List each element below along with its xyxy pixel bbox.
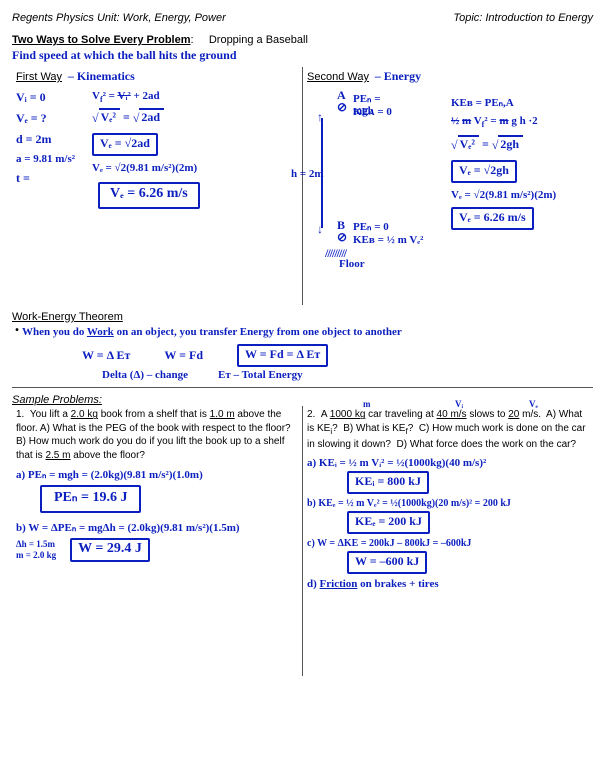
second-way-column: Second Way – Energy A ⊘ PEₙ = mgh KEᴀ = … <box>302 67 593 305</box>
wet-note1: Delta (Δ) – change <box>102 369 188 381</box>
kin-eqC: Vₑ = √2ad <box>92 133 200 156</box>
en-eqE: Vₑ = √2(9.81 m/s²)(2m) <box>451 189 556 201</box>
q2b: b) KEₑ = ½ m Vₑ² = ½(1000kg)(20 m/s)² = … <box>307 498 589 509</box>
wet-note2: Eᴛ – Total Energy <box>218 369 303 381</box>
sample-q2: m Vᵢ Vₑ 2. A 1000 kg car traveling at 40… <box>307 408 589 451</box>
header-left: Regents Physics Unit: Work, Energy, Powe… <box>12 12 226 24</box>
q2d: d) Friction on brakes + tires <box>307 578 589 590</box>
q1b-ans: W = 29.4 J <box>70 538 150 562</box>
q1b-note2: m = 2.0 kg <box>16 550 56 562</box>
kin-ans: Vₑ = 6.26 m/s <box>98 182 200 209</box>
q1b: b) W = ΔPEₙ = mgΔh = (2.0kg)(9.81 m/s²)(… <box>16 521 298 534</box>
en-eqB: ½ m Vf² = m g h ·2 <box>451 115 556 129</box>
wet-eq2: W = Fd <box>164 348 203 363</box>
task-handwritten: Find speed at which the ball hits the gr… <box>12 48 593 63</box>
header-right: Topic: Introduction to Energy <box>453 12 593 24</box>
q1a: a) PEₙ = mgh = (2.0kg)(9.81 m/s²)(1.0m) <box>16 468 298 481</box>
en-eqC: √Vₑ² = √2gh <box>451 135 556 154</box>
kin-eqA: Vf² = Vᵢ² + 2ad <box>92 90 200 104</box>
second-way-label: Second Way <box>307 71 369 83</box>
q2c: c) W = ΔKE = 200kJ – 800kJ = –600kJ <box>307 538 589 549</box>
q2c-ans: W = –600 kJ <box>347 551 589 574</box>
sample-heading: Sample Problems: <box>12 394 593 406</box>
sample-q1-col: 1. You lift a 2.0 kg book from a shelf t… <box>12 406 302 676</box>
first-way-column: First Way – Kinematics Vᵢ = 0 Vₑ = ? d =… <box>12 67 302 305</box>
en-eqA: KEʙ = PEₙ,A <box>451 96 556 109</box>
kin-a: a = 9.81 m/s² <box>16 153 86 165</box>
energy-diagram: A ⊘ PEₙ = mgh KEᴀ = 0 ↑ ↓ h = 2m B ⊘ PEₙ… <box>307 88 395 268</box>
title-row: Two Ways to Solve Every Problem: Droppin… <box>12 34 593 46</box>
kin-vi: Vᵢ = 0 <box>16 90 86 105</box>
title-subtitle: Dropping a Baseball <box>209 34 308 46</box>
q1b-note1: Δh = 1.5m <box>16 539 56 551</box>
q2a-ans: KEᵢ = 800 kJ <box>347 471 589 494</box>
sample-q1: 1. You lift a 2.0 kg book from a shelf t… <box>16 408 298 462</box>
q2b-ans: KEₑ = 200 kJ <box>347 511 589 534</box>
q1a-ans: PEₙ = 19.6 J <box>40 485 298 513</box>
kin-eqD: Vₑ = √2(9.81 m/s²)(2m) <box>92 162 200 174</box>
kin-vf: Vₑ = ? <box>16 111 86 126</box>
kin-d: d = 2m <box>16 132 86 147</box>
first-way-label: First Way <box>16 71 62 83</box>
kin-eqB: √Vₑ² = √2ad <box>92 108 200 127</box>
q2a: a) KEᵢ = ½ m Vᵢ² = ½(1000kg)(40 m/s)² <box>307 457 589 469</box>
title-underlined: Two Ways to Solve Every Problem <box>12 34 191 46</box>
en-ans: Vₑ = 6.26 m/s <box>451 207 556 230</box>
wet-sentence: • When you do Work on an object, you tra… <box>12 325 593 340</box>
wet-eq1: W = Δ Eᴛ <box>82 348 130 363</box>
wet-heading: Work-Energy Theorem <box>12 311 593 323</box>
en-eqD: Vₑ = √2gh <box>451 160 556 183</box>
wet-eq3: W = Fd = Δ Eᴛ <box>237 344 328 367</box>
sample-q2-col: m Vᵢ Vₑ 2. A 1000 kg car traveling at 40… <box>302 406 593 676</box>
kin-t: t = <box>16 171 86 186</box>
